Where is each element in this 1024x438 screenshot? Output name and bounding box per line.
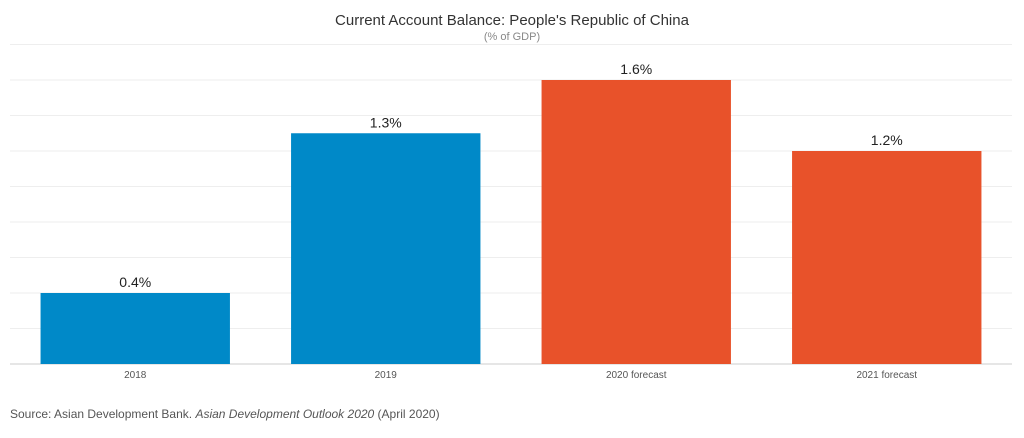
- x-tick-label: 2020 forecast: [606, 370, 667, 381]
- bar: [541, 80, 731, 364]
- source-prefix: Source: Asian Development Bank.: [10, 407, 196, 421]
- x-tick-labels: 2018 2019 2020 forecast 2021 forecast: [124, 370, 917, 381]
- source-suffix: (April 2020): [374, 407, 440, 421]
- chart-title: Current Account Balance: People's Republ…: [335, 12, 689, 29]
- source-note: Source: Asian Development Bank. Asian De…: [10, 407, 440, 421]
- chart-subtitle: (% of GDP): [483, 31, 541, 43]
- x-tick-label: 2019: [375, 370, 398, 381]
- bars: [40, 80, 982, 364]
- x-tick-label: 2021 forecast: [856, 370, 917, 381]
- data-label: 0.4%: [119, 274, 151, 290]
- bar: [40, 293, 230, 364]
- bar-chart: 0.4%1.3%1.6%1.2% 2018 2019 2020 forecast 20…: [10, 44, 1012, 381]
- bar: [792, 151, 982, 364]
- data-label: 1.2%: [871, 132, 903, 148]
- data-label: 1.3%: [370, 114, 402, 130]
- data-label: 1.6%: [620, 61, 652, 77]
- x-tick-label: 2018: [124, 370, 147, 381]
- value-labels: 0.4% 1.3% 1.6% 1.2%: [119, 61, 902, 290]
- bar: [291, 133, 481, 364]
- source-publication: Asian Development Outlook 2020: [195, 407, 375, 421]
